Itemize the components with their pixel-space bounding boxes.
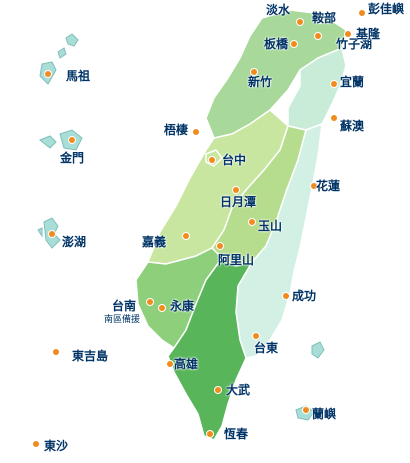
- station-dot: [215, 387, 221, 393]
- station-label: 梧棲: [164, 123, 189, 137]
- station-label: 基隆: [356, 27, 381, 41]
- station-label: 淡水: [266, 3, 291, 17]
- station-label: 大武: [226, 383, 251, 397]
- station-dot: [183, 233, 189, 239]
- station-dot: [315, 33, 321, 39]
- station-label: 台東: [254, 341, 279, 355]
- station-label: 東沙: [44, 439, 69, 453]
- lyudao-island-shape: [311, 341, 325, 359]
- region-south: [167, 257, 254, 441]
- station-dot: [345, 31, 351, 37]
- station-label: 彭佳嶼: [368, 2, 405, 16]
- station-dot: [283, 293, 289, 299]
- station-dot: [207, 431, 213, 437]
- station-dot: [303, 407, 309, 413]
- station-dot: [53, 349, 59, 355]
- station-dot: [217, 243, 223, 249]
- station-dot: [69, 137, 75, 143]
- station-label: 鞍部: [312, 11, 337, 25]
- station-label: 花蓮: [316, 179, 341, 193]
- station-dot: [291, 41, 297, 47]
- station-dot: [45, 71, 51, 77]
- station-label: 日月潭: [220, 195, 257, 209]
- station-label: 板橋: [264, 37, 289, 51]
- station-label: 台中: [222, 153, 247, 167]
- kinmen-island-shape: [39, 129, 83, 151]
- station-dot: [311, 183, 317, 189]
- station-dot: [317, 17, 323, 23]
- station-dot: [359, 10, 365, 16]
- station-dot: [253, 333, 259, 339]
- station-label: 永康: [170, 299, 195, 313]
- lake-outline: [205, 149, 223, 167]
- station-dot: [193, 129, 199, 135]
- station-dot: [233, 187, 239, 193]
- station-dot: [159, 305, 165, 311]
- station-label: 新竹: [248, 75, 273, 89]
- station-label: 成功: [292, 289, 317, 303]
- station-label: 澎湖: [62, 235, 87, 249]
- station-dot: [297, 19, 303, 25]
- station-dot: [249, 219, 255, 225]
- station-label: 玉山: [258, 219, 283, 233]
- station-label: 竹子湖: [336, 37, 373, 51]
- station-label: 台南: [112, 299, 137, 313]
- station-label: 馬祖: [66, 69, 91, 83]
- station-dot: [147, 299, 153, 305]
- station-label: 金門: [60, 151, 85, 165]
- station-label: 蘭嶼: [312, 407, 337, 421]
- station-dot: [209, 157, 215, 163]
- lanyu-island-shape: [295, 405, 315, 421]
- station-dot: [49, 231, 55, 237]
- station-label: 高雄: [174, 357, 199, 371]
- station-dot: [331, 115, 337, 121]
- station-label: 嘉義: [142, 235, 167, 249]
- station-dot: [251, 69, 257, 75]
- station-dot: [167, 361, 173, 367]
- region-east: [235, 122, 323, 359]
- station-label: 恆春: [224, 427, 249, 441]
- station-dot: [331, 81, 337, 87]
- station-dot: [33, 441, 39, 447]
- station-label: 阿里山: [218, 253, 255, 267]
- station-label: 南區備援: [104, 315, 141, 325]
- station-label: 蘇澳: [340, 119, 365, 133]
- station-label: 宜蘭: [340, 75, 365, 89]
- station-label: 東吉島: [72, 349, 109, 363]
